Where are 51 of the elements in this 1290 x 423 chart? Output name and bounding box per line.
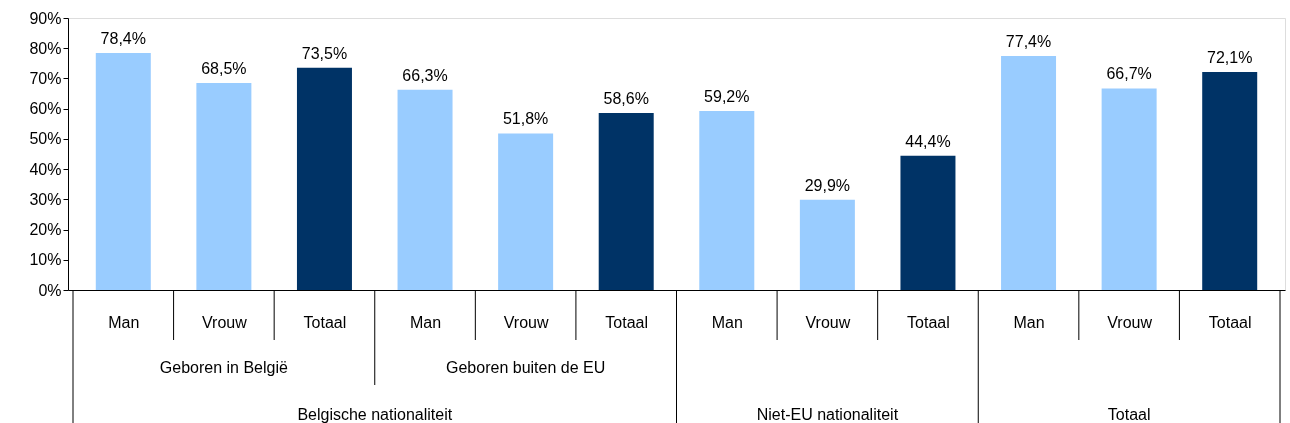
data-label: 68,5% bbox=[201, 59, 247, 77]
y-tick-label: 10% bbox=[29, 251, 62, 269]
y-tick-label: 30% bbox=[29, 190, 62, 208]
y-tick-label: 60% bbox=[29, 100, 62, 118]
x-tick-label: Man bbox=[1013, 313, 1045, 331]
y-tick-label: 40% bbox=[29, 160, 62, 178]
text: Geboren buiten de EU bbox=[446, 359, 606, 376]
bar bbox=[498, 133, 554, 290]
data-label: 59,2% bbox=[704, 88, 750, 106]
bar bbox=[799, 199, 855, 290]
data-label: 66,3% bbox=[402, 66, 448, 84]
x-tick-label: Totaal bbox=[1208, 313, 1252, 331]
x-tick-label: Man bbox=[108, 313, 140, 331]
bar bbox=[900, 155, 956, 290]
bar bbox=[95, 53, 151, 290]
data-label: 78,4% bbox=[100, 30, 146, 48]
x-tick-label: Vrouw bbox=[1107, 313, 1153, 331]
x-tick-label: Man bbox=[711, 313, 743, 331]
data-label: 72,1% bbox=[1207, 49, 1253, 67]
y-tick-label: 20% bbox=[29, 221, 62, 239]
x-tick-label: Totaal bbox=[605, 313, 649, 331]
x-tick-label: Totaal bbox=[303, 313, 347, 331]
bar bbox=[598, 112, 654, 290]
data-label: 66,7% bbox=[1106, 65, 1152, 83]
data-label: 44,4% bbox=[905, 132, 951, 150]
y-tick-label: 80% bbox=[29, 39, 62, 57]
data-label: 51,8% bbox=[502, 110, 549, 128]
x-tick-label: Vrouw bbox=[805, 313, 851, 331]
x-tick-label: Man bbox=[409, 313, 442, 331]
x-tick-label: Vrouw bbox=[201, 313, 248, 331]
bar bbox=[699, 111, 755, 290]
data-label: 77,4% bbox=[1005, 33, 1052, 51]
text: Totaal bbox=[1107, 406, 1151, 423]
data-label: 29,9% bbox=[804, 176, 851, 194]
bar bbox=[397, 89, 453, 290]
bar bbox=[296, 67, 352, 290]
x-tick-label: Vrouw bbox=[503, 313, 549, 331]
x-tick-label: Totaal bbox=[907, 313, 950, 331]
data-label: 73,5% bbox=[301, 44, 348, 62]
text: Geboren in België bbox=[159, 359, 289, 376]
y-tick-label: 50% bbox=[29, 130, 62, 148]
data-label: 58,6% bbox=[603, 89, 649, 107]
y-tick-label: 70% bbox=[29, 69, 62, 87]
bar bbox=[1101, 88, 1157, 290]
text: Belgische nationaliteit bbox=[297, 406, 453, 423]
bar bbox=[1001, 56, 1057, 290]
y-tick-label: 0% bbox=[38, 281, 62, 299]
bar bbox=[196, 82, 252, 290]
text: Niet-EU nationaliteit bbox=[756, 406, 899, 423]
y-tick-label: 90% bbox=[29, 9, 62, 27]
bar bbox=[1202, 72, 1258, 290]
